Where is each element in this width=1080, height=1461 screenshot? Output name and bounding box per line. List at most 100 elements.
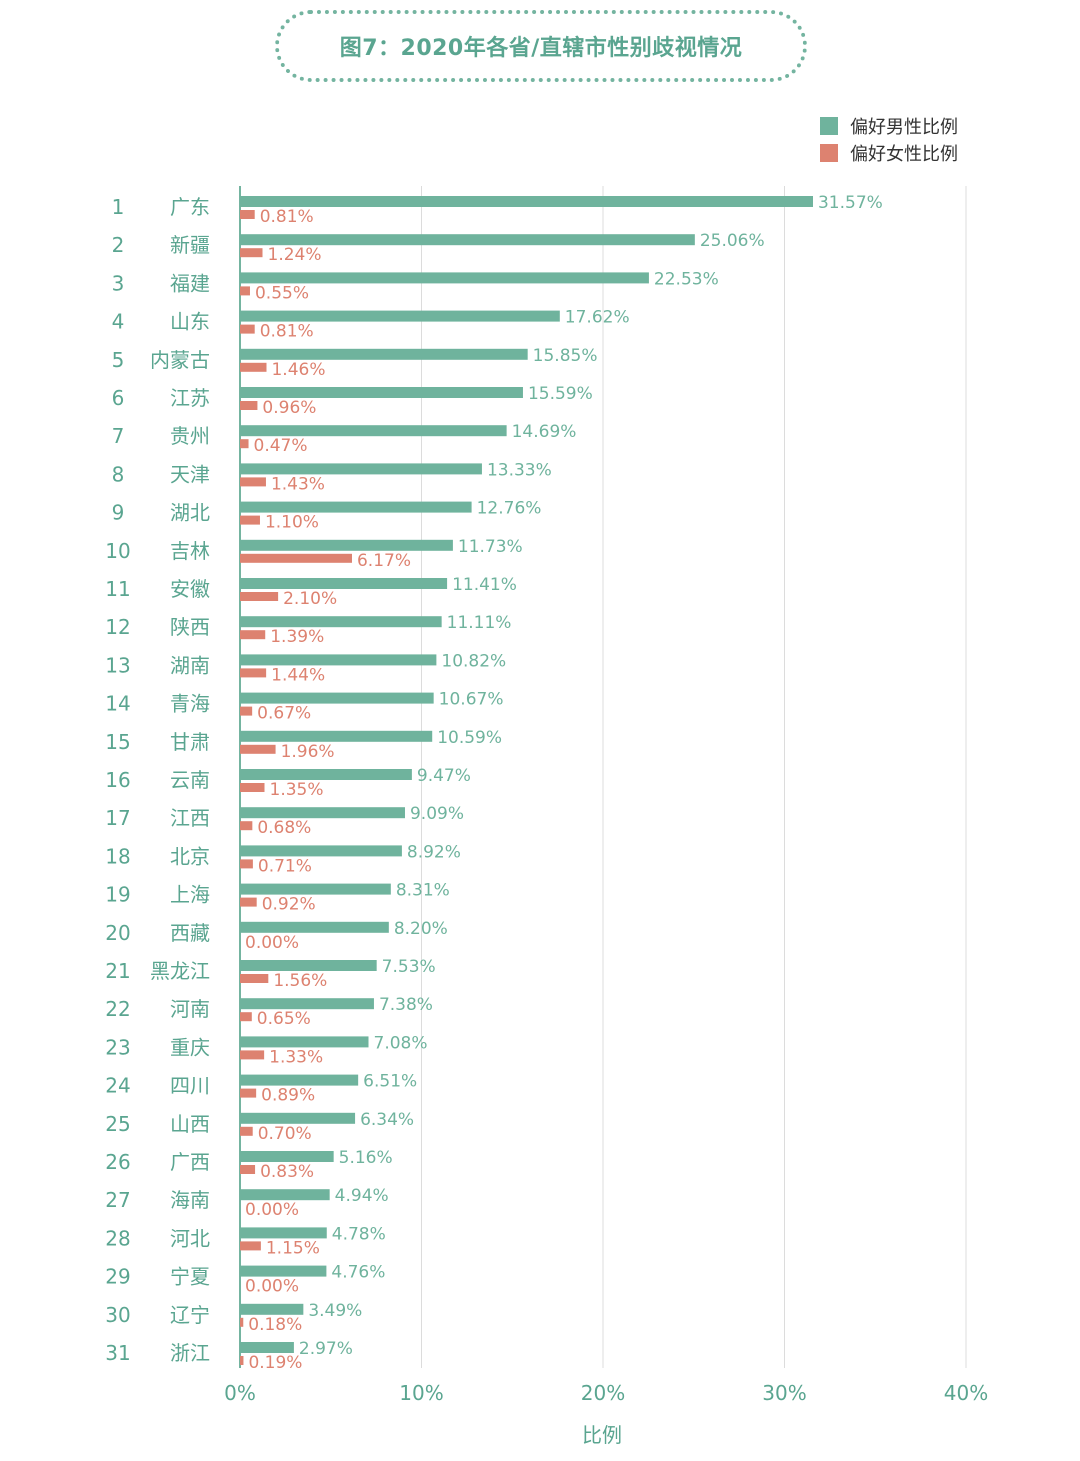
data-label-female: 0.92% bbox=[262, 895, 316, 915]
bar-female bbox=[240, 1241, 261, 1251]
data-label-male: 9.47% bbox=[417, 766, 471, 786]
category-label: 河南 bbox=[170, 997, 210, 1021]
data-label-male: 5.16% bbox=[339, 1148, 393, 1168]
category-label: 广西 bbox=[170, 1150, 210, 1174]
rank-label: 31 bbox=[105, 1341, 130, 1365]
bar-female bbox=[240, 1165, 256, 1174]
data-label-male: 31.57% bbox=[818, 193, 883, 213]
bar-male bbox=[240, 1151, 334, 1162]
bar-female bbox=[240, 553, 352, 563]
bar-male bbox=[240, 616, 442, 628]
bar-female bbox=[240, 401, 258, 410]
bar-male bbox=[240, 1227, 327, 1239]
x-tick-label: 20% bbox=[581, 1381, 625, 1405]
rank-label: 20 bbox=[105, 921, 130, 945]
data-label-female: 0.83% bbox=[260, 1162, 314, 1182]
bar-female bbox=[240, 974, 269, 983]
data-label-female: 0.70% bbox=[258, 1124, 312, 1144]
bar-female bbox=[240, 783, 265, 792]
data-label-female: 6.17% bbox=[357, 551, 411, 571]
x-tick-label: 10% bbox=[399, 1381, 443, 1405]
bar-male bbox=[240, 425, 507, 437]
data-label-male: 17.62% bbox=[565, 308, 630, 328]
rank-label: 30 bbox=[105, 1303, 130, 1327]
data-label-female: 0.19% bbox=[248, 1353, 302, 1373]
bar-male bbox=[240, 539, 453, 551]
bar-female bbox=[240, 821, 253, 831]
x-tick-label: 0% bbox=[224, 1381, 256, 1405]
legend-label-male: 偏好男性比例 bbox=[850, 117, 958, 138]
category-label: 江苏 bbox=[170, 386, 210, 410]
data-label-female: 0.67% bbox=[257, 704, 311, 724]
bar-male bbox=[240, 1074, 359, 1086]
data-label-female: 0.89% bbox=[261, 1086, 315, 1106]
data-label-male: 12.76% bbox=[477, 499, 542, 519]
data-label-female: 1.44% bbox=[271, 665, 325, 685]
bar-female bbox=[240, 1050, 265, 1060]
bar-male bbox=[240, 310, 560, 322]
data-label-male: 2.97% bbox=[299, 1339, 353, 1359]
bar-female bbox=[240, 477, 266, 487]
data-label-male: 11.11% bbox=[447, 613, 512, 633]
bar-female bbox=[240, 362, 267, 372]
bar-female bbox=[240, 630, 266, 640]
category-label: 福建 bbox=[170, 271, 210, 295]
legend-label-female: 偏好女性比例 bbox=[850, 144, 958, 165]
bar-male bbox=[240, 501, 472, 513]
bar-female bbox=[240, 1356, 244, 1365]
legend: 偏好男性比例 偏好女性比例 bbox=[820, 117, 958, 165]
bar-male bbox=[240, 692, 434, 704]
data-label-male: 3.49% bbox=[308, 1301, 362, 1321]
data-label-female: 1.43% bbox=[271, 474, 325, 494]
data-label-male: 4.76% bbox=[331, 1263, 385, 1283]
bar-male bbox=[240, 578, 448, 589]
bar-female bbox=[240, 515, 260, 525]
bar-female bbox=[240, 210, 255, 219]
data-label-male: 7.53% bbox=[382, 957, 436, 977]
data-label-male: 10.67% bbox=[439, 690, 504, 710]
data-label-male: 10.59% bbox=[437, 728, 502, 748]
data-label-male: 6.34% bbox=[360, 1110, 414, 1130]
rank-label: 26 bbox=[105, 1150, 130, 1174]
data-label-female: 1.39% bbox=[270, 627, 324, 647]
rank-label: 22 bbox=[105, 997, 130, 1021]
rank-label: 28 bbox=[105, 1226, 130, 1250]
data-label-female: 1.24% bbox=[268, 245, 322, 265]
data-label-male: 8.92% bbox=[407, 842, 461, 862]
category-label: 天津 bbox=[170, 462, 210, 486]
rank-label: 8 bbox=[112, 462, 125, 486]
data-label-male: 13.33% bbox=[487, 460, 552, 480]
data-label-female: 2.10% bbox=[283, 589, 337, 609]
rank-label: 16 bbox=[105, 768, 130, 792]
data-label-male: 7.38% bbox=[379, 995, 433, 1015]
x-tick-label: 30% bbox=[762, 1381, 806, 1405]
bar-male bbox=[240, 272, 649, 284]
category-label: 江西 bbox=[170, 806, 210, 830]
category-label: 海南 bbox=[170, 1188, 210, 1212]
category-label: 广东 bbox=[170, 195, 210, 219]
category-label: 宁夏 bbox=[170, 1265, 210, 1289]
rank-label: 5 bbox=[112, 348, 125, 372]
data-label-male: 11.41% bbox=[452, 575, 517, 595]
rank-label: 27 bbox=[105, 1188, 130, 1212]
data-label-female: 0.00% bbox=[245, 1200, 299, 1220]
category-label: 河北 bbox=[170, 1226, 210, 1250]
rank-label: 21 bbox=[105, 959, 130, 983]
category-label: 西藏 bbox=[170, 921, 210, 945]
category-label: 新疆 bbox=[170, 233, 210, 257]
rank-label: 4 bbox=[112, 310, 125, 334]
bar-female bbox=[240, 592, 279, 601]
bar-female bbox=[240, 1012, 252, 1022]
bar-female bbox=[240, 897, 257, 907]
bar-male bbox=[240, 463, 482, 475]
data-label-male: 14.69% bbox=[512, 422, 577, 442]
bar-female bbox=[240, 248, 263, 258]
bar-male bbox=[240, 1036, 369, 1048]
rank-label: 13 bbox=[105, 653, 130, 677]
rank-label: 9 bbox=[112, 501, 125, 525]
bar-male bbox=[240, 883, 391, 895]
rank-label: 29 bbox=[105, 1265, 130, 1289]
legend-swatch-male bbox=[820, 117, 838, 135]
x-axis-label: 比例 bbox=[582, 1423, 622, 1447]
data-label-female: 0.55% bbox=[255, 283, 309, 303]
